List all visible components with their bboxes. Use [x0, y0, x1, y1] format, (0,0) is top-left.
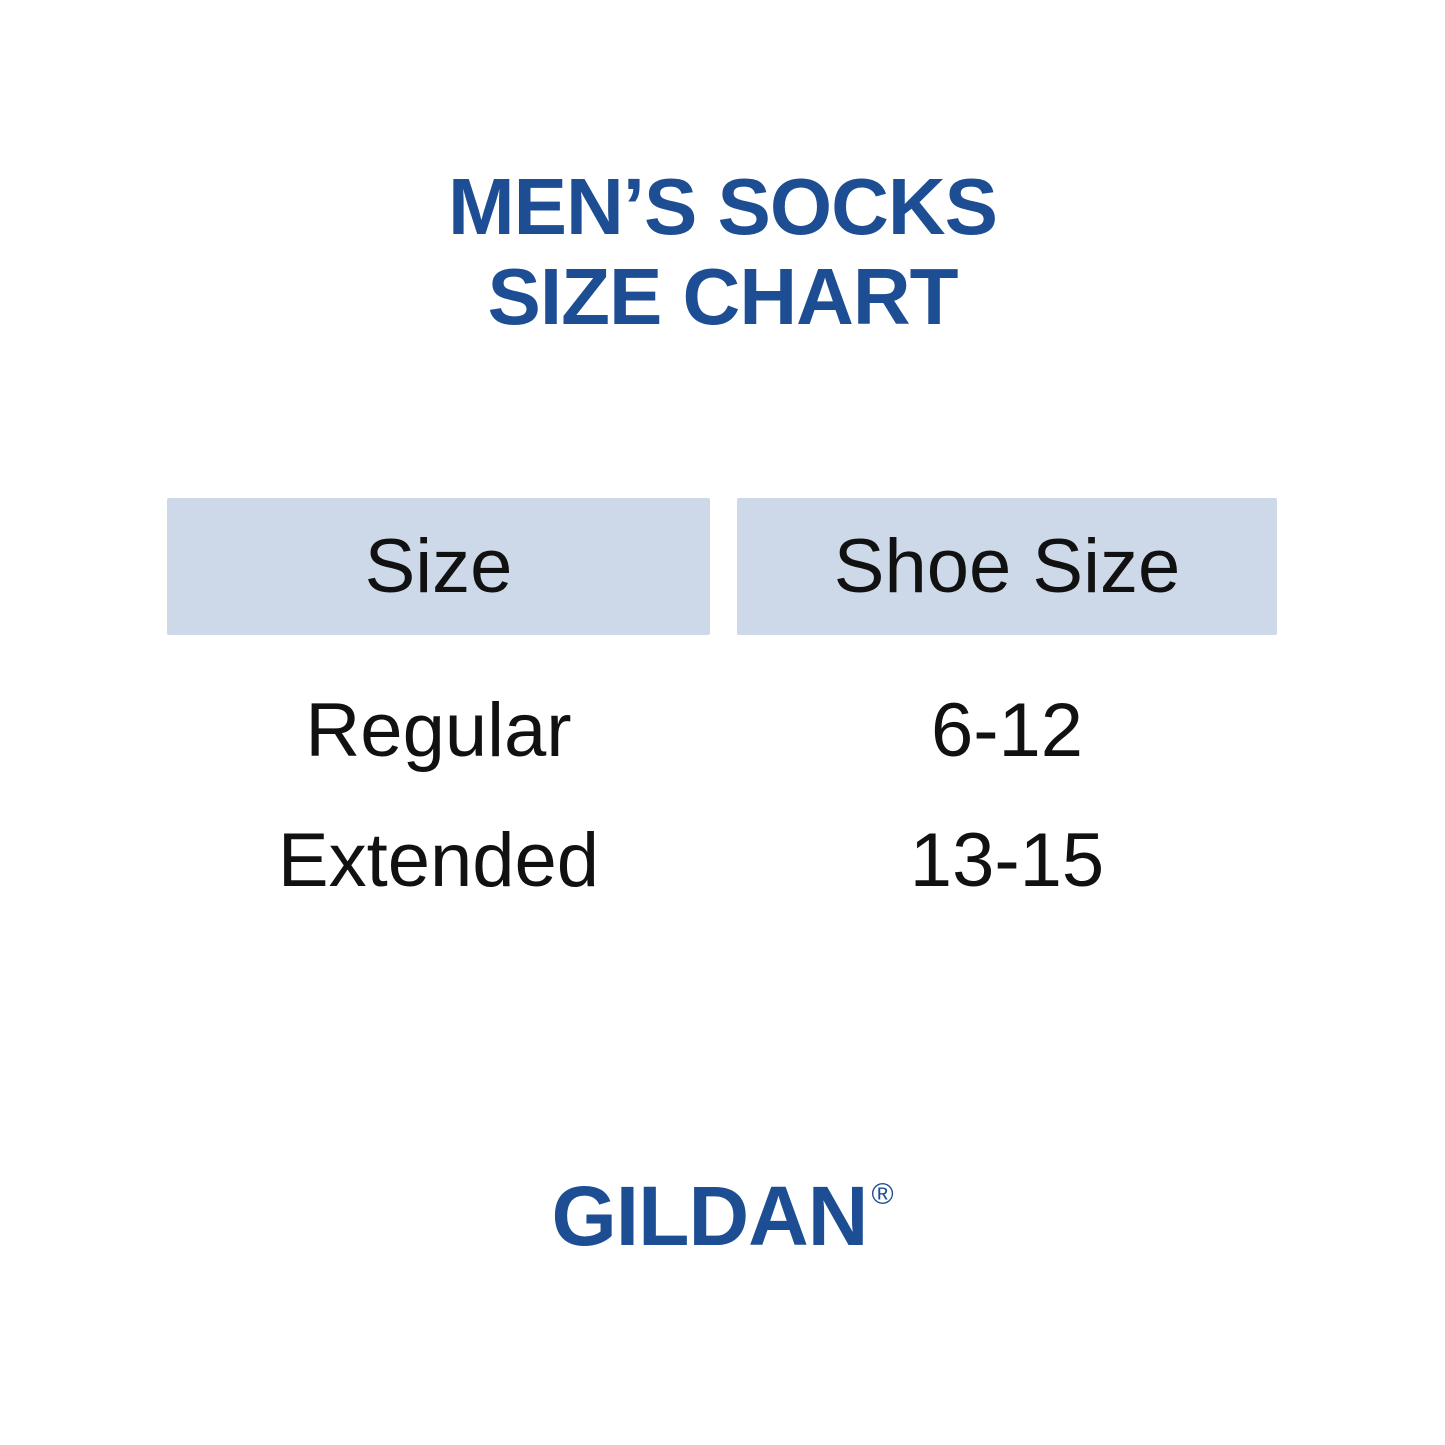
brand-logo: GILDAN ® [0, 1166, 1445, 1266]
table-row: Extended 13-15 [167, 795, 1277, 925]
table-row: Regular 6-12 [167, 665, 1277, 795]
cell-shoe-size-regular: 6-12 [930, 687, 1084, 773]
column-header-shoe-size: Shoe Size [737, 498, 1277, 635]
table-header-row: Size Shoe Size [167, 498, 1277, 635]
registered-trademark-icon: ® [871, 1178, 894, 1211]
column-header-size: Size [167, 498, 710, 635]
cell-size-regular: Regular [305, 687, 572, 773]
size-table: Size Shoe Size Regular 6-12 Extended 13-… [167, 498, 1277, 925]
page-title-line1: MEN’S SOCKS [447, 162, 998, 251]
page-title-line2: SIZE CHART [487, 252, 959, 341]
page-title: MEN’S SOCKS SIZE CHART [0, 162, 1445, 342]
brand-logo-text: GILDAN [551, 1169, 868, 1263]
cell-size-extended: Extended [277, 817, 600, 903]
cell-shoe-size-extended: 13-15 [909, 817, 1105, 903]
